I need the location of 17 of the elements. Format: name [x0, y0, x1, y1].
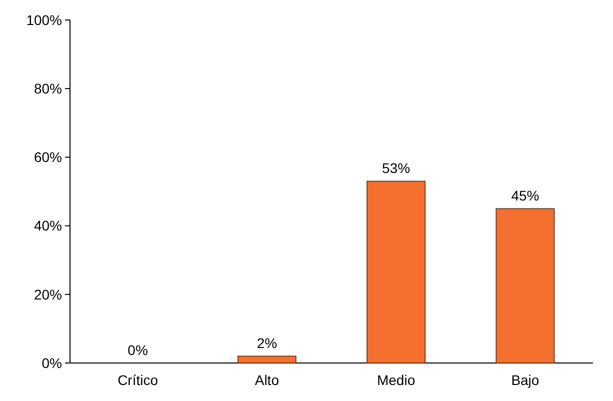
y-tick-label: 20% [34, 286, 62, 302]
x-tick-label: Medio [377, 372, 416, 388]
y-tick-label: 80% [34, 80, 62, 96]
x-tick-label: Bajo [511, 372, 540, 388]
x-tick-label: Crítico [118, 372, 158, 388]
data-label: 0% [128, 342, 148, 358]
y-tick-label: 40% [34, 218, 62, 234]
data-label: 45% [511, 188, 540, 204]
data-label: 2% [256, 335, 278, 352]
y-tick-label: 100% [26, 12, 62, 28]
bar [366, 180, 426, 364]
y-tick-label: 0% [42, 354, 62, 371]
data-label: 53% [382, 160, 410, 176]
bar [237, 356, 296, 364]
y-tick-label: 60% [34, 149, 62, 166]
x-tick-label: Alto [254, 372, 280, 388]
bar [496, 208, 555, 364]
